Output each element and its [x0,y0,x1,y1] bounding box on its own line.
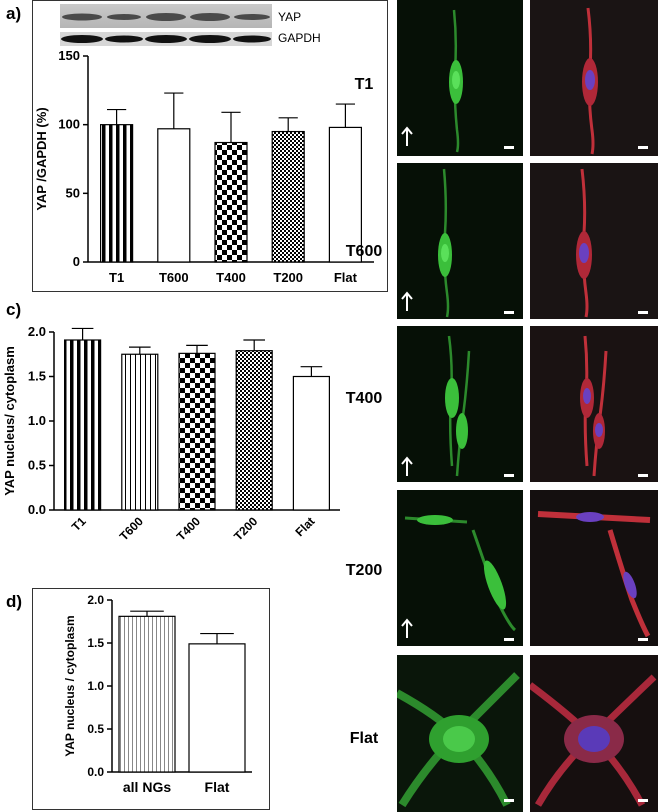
gapdh-band [233,35,271,43]
x-tick-label: Flat [205,779,230,795]
bar [99,124,134,263]
x-tick-label: Flat [334,270,358,285]
y-tick-label: 0.0 [28,502,46,517]
panel-d [32,588,270,810]
blot-label-gapdh: GAPDH [278,31,321,45]
yap-band [190,13,230,21]
micrograph-flat-merge [530,655,658,812]
scale-bar [504,146,514,149]
scale-bar [504,474,514,477]
yap-band [107,14,141,20]
scale-bar [638,638,648,641]
bar [214,141,248,263]
micrograph-t200-merge [530,490,658,646]
x-tick-label: T200 [273,270,303,285]
blot-label-yap: YAP [278,10,302,24]
bar [188,643,246,773]
panel-d-label: d) [6,592,23,611]
bar [178,352,216,511]
x-tick-label: T600 [117,514,146,543]
y-tick-label: 0 [73,254,80,269]
yap-band [62,13,102,21]
y-axis-label: YAP /GAPDH (%) [34,107,49,210]
row-label-flat: Flat [349,730,379,747]
bar [235,350,273,511]
arrow-icon [401,618,413,638]
bar [271,130,305,263]
y-tick-label: 2.0 [28,324,46,339]
y-tick-label: 1.5 [87,636,104,650]
y-tick-label: 0.5 [87,722,104,736]
arrow-icon [401,126,413,146]
y-axis-label: YAP nucleus/ cytoplasm [2,346,17,496]
x-tick-label: T600 [159,270,189,285]
x-tick-label: T1 [109,270,124,285]
gapdh-band [145,35,187,43]
gapdh-band [61,35,103,43]
bar [63,339,102,511]
row-label-t600: T600 [345,243,383,260]
scale-bar [504,638,514,641]
gapdh-band [105,35,143,43]
bar [292,375,330,511]
scale-bar [638,311,648,314]
bar [157,128,191,263]
yap-band [146,13,186,21]
chart-c: 0.0 0.5 1.0 1.5 2.0 T1 T600 T400 T200 Flat YAP nuc… [2,324,340,543]
row-label-t200: T200 [345,562,383,579]
y-tick-label: 0.5 [28,458,46,473]
y-tick-label: 1.0 [87,679,104,693]
micrograph-t1-merge [530,0,658,156]
scale-bar [504,799,514,802]
row-label-t400: T400 [345,390,383,407]
arrow-icon [401,291,413,311]
chart-a: 0 50 100 150 T1 T600 T400 T200 Flat YAP /GAPDH (%… [34,50,374,285]
y-tick-label: 50 [66,185,80,200]
micrograph-flat-yap [397,655,523,812]
scale-bar [638,474,648,477]
micrograph-t600-merge [530,163,658,319]
y-axis-label: YAP nucleus / cytoplasm [63,615,77,756]
y-tick-label: 150 [58,50,80,63]
micrograph-t400-yap [397,326,523,482]
x-tick-label: all NGs [123,779,171,795]
y-tick-label: 0.0 [87,765,104,779]
bar [328,126,362,263]
micrograph-t400-merge [530,326,658,482]
panel-a-label: a) [6,4,22,23]
western-blot [60,4,272,46]
micrograph-t200-yap [397,490,523,646]
bar [118,615,176,773]
micrograph-t600-yap [397,163,523,319]
scale-bar [638,799,648,802]
x-tick-label: T1 [69,514,89,534]
yap-band [234,14,270,20]
x-tick-label: T400 [174,514,203,543]
scale-bar [638,146,648,149]
arrow-icon [401,456,413,476]
x-tick-label: Flat [293,514,318,539]
micrograph-t1-yap [397,0,523,156]
y-tick-label: 2.0 [87,593,104,607]
bar [121,353,159,511]
panel-c-label: c) [6,300,22,319]
row-label-t1: T1 [354,76,374,93]
x-tick-label: T400 [216,270,246,285]
y-tick-label: 1.0 [28,413,46,428]
chart-d: 0.0 0.5 1.0 1.5 2.0 all NGs Flat YAP nucleus / … [63,593,252,795]
y-tick-label: 100 [58,117,80,132]
gapdh-band [189,35,231,43]
panel-a [32,0,388,292]
scale-bar [504,311,514,314]
x-tick-label: T200 [231,514,260,543]
y-tick-label: 1.5 [28,369,46,384]
